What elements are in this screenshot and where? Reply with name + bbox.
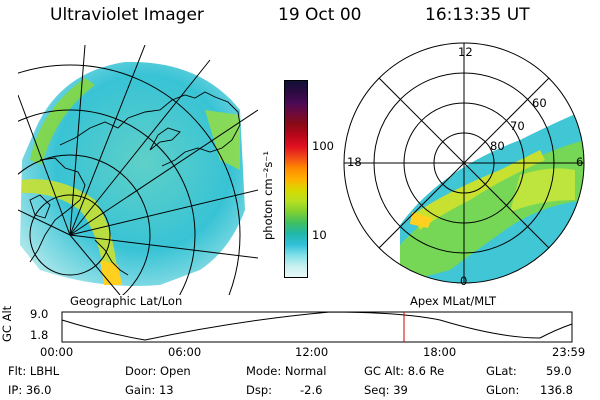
mlt-label-18: 18 — [347, 155, 362, 169]
colorbar-tick-100: 100 — [312, 139, 334, 153]
mlt-label-6: 6 — [576, 155, 584, 169]
app-title: Ultraviolet Imager — [50, 5, 204, 25]
status-gain: Gain: 13 — [125, 383, 174, 397]
status-door: Door: Open — [125, 364, 191, 378]
lat-label-70: 70 — [510, 119, 525, 133]
lat-label-80: 80 — [490, 139, 505, 153]
y-tick-1-8: 1.8 — [30, 328, 49, 342]
gc-alt-axis-label: GC Alt — [0, 305, 14, 342]
status-seq: Seq: 39 — [364, 383, 408, 397]
x-tick-1800: 18:00 — [423, 345, 457, 359]
status-glon-value: 136.8 — [540, 383, 573, 397]
apex-label: Apex MLat/MLT — [410, 294, 497, 308]
lat-label-60: 60 — [532, 96, 547, 110]
status-mode: Mode: Normal — [246, 364, 327, 378]
x-tick-0000: 00:00 — [40, 345, 74, 359]
colorbar-unit-label: photon cm⁻²s⁻¹ — [261, 151, 275, 240]
colorbar-tick-10: 10 — [312, 228, 327, 242]
x-tick-1200: 12:00 — [295, 345, 329, 359]
colorbar-gradient — [285, 81, 307, 277]
polar-plot — [343, 42, 585, 284]
y-tick-9: 9.0 — [30, 307, 49, 321]
date-label: 19 Oct 00 — [278, 5, 362, 25]
status-dsp-value: -2.6 — [300, 383, 323, 397]
colorbar — [284, 80, 308, 278]
altitude-plot — [61, 311, 573, 343]
status-dsp: Dsp: — [246, 383, 273, 397]
mlt-label-12: 12 — [458, 45, 473, 59]
status-glon: GLon: — [486, 383, 520, 397]
status-glat-value: 59.0 — [546, 364, 572, 378]
x-tick-2359: 23:59 — [552, 345, 586, 359]
status-gc-alt: GC Alt: 8.6 Re — [364, 364, 445, 378]
time-label: 16:13:35 UT — [425, 5, 530, 25]
geographic-label: Geographic Lat/Lon — [70, 294, 183, 308]
mlt-label-0: 0 — [460, 274, 468, 288]
status-flt: Flt: LBHL — [8, 364, 60, 378]
status-glat: GLat: — [486, 364, 517, 378]
left-aurora-image — [18, 45, 258, 295]
x-tick-0600: 06:00 — [168, 345, 202, 359]
status-ip: IP: 36.0 — [8, 383, 52, 397]
